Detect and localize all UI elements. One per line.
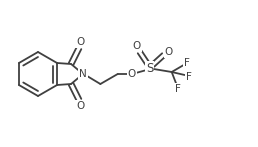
Text: O: O: [165, 47, 173, 57]
Text: O: O: [133, 41, 141, 51]
Text: F: F: [175, 84, 181, 94]
Text: S: S: [146, 61, 154, 75]
Text: O: O: [76, 101, 84, 111]
Text: N: N: [79, 69, 87, 79]
Text: O: O: [76, 37, 84, 47]
Text: O: O: [127, 69, 136, 79]
Text: F: F: [184, 58, 190, 68]
Text: F: F: [186, 72, 192, 82]
